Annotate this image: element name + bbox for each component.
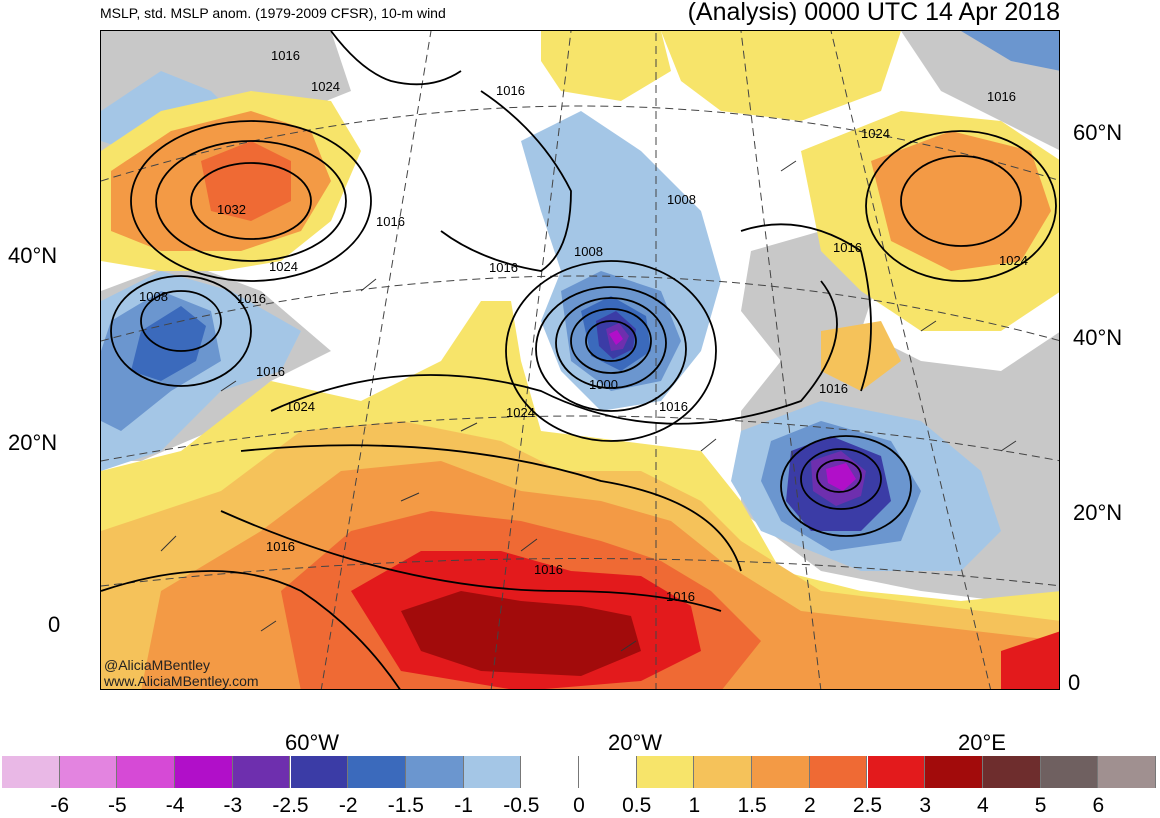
pressure-label: 1016: [496, 83, 525, 98]
credit-website: www.AliciaMBentley.com: [104, 673, 259, 689]
colorbar-swatch: [175, 756, 233, 788]
pressure-label: 1024: [861, 126, 890, 141]
wind-barbs: [160, 160, 1017, 652]
pressure-label: 1016: [819, 381, 848, 396]
colorbar-label: 1.5: [737, 794, 767, 817]
pressure-label: 1016: [987, 89, 1016, 104]
pressure-label: 1000: [589, 377, 618, 392]
colorbar-label: -3: [223, 794, 243, 817]
colorbar-swatch: [636, 756, 695, 788]
colorbar-swatch: [463, 756, 522, 788]
lat-label-left: 40°N: [8, 243, 58, 268]
pressure-label: 1016: [659, 399, 688, 414]
colorbar-swatch: [232, 756, 291, 788]
graticule: [101, 31, 1059, 689]
colorbar-label: 1: [688, 794, 701, 817]
colorbar-swatch: [694, 756, 753, 788]
map-panel: 1016 1024 1032 1008 1016 1024 1016 1016 …: [100, 30, 1060, 690]
pressure-label: 1024: [269, 259, 298, 274]
credit-handle: @AliciaMBentley: [104, 657, 211, 673]
colorbar-swatch: [1040, 756, 1099, 788]
colorbar-swatch: [290, 756, 349, 788]
lat-label-right: 60°N: [1073, 120, 1123, 145]
lon-label: 20°E: [958, 730, 1006, 755]
colorbar-swatch: [59, 756, 118, 788]
pressure-label: 1024: [999, 253, 1028, 268]
pressure-label: 1024: [506, 405, 535, 420]
colorbar-swatch: [982, 756, 1041, 788]
colorbar-label: 4: [977, 794, 989, 817]
pressure-label: 1016: [489, 260, 518, 275]
colorbar-swatch: [925, 756, 983, 788]
lat-label-left: 0: [48, 612, 61, 637]
colorbar-label: -2.5: [272, 794, 309, 817]
colorbar-label: -6: [50, 794, 70, 817]
colorbar-label: -0.5: [503, 794, 540, 817]
pressure-label: 1008: [574, 244, 603, 259]
colorbar-swatch: [809, 756, 868, 788]
colorbar-swatch: [117, 756, 176, 788]
colorbar-label: 5: [1034, 794, 1047, 817]
pressure-label: 1016: [833, 240, 862, 255]
pressure-label: 1016: [271, 48, 300, 63]
colorbar-label: 0: [573, 794, 585, 817]
lat-label-right: 40°N: [1073, 325, 1123, 350]
colorbar-label: 2: [803, 794, 816, 817]
pressure-label: 1016: [256, 364, 285, 379]
pressure-label: 1032: [217, 202, 246, 217]
pressure-label: 1024: [286, 399, 315, 414]
lat-label-right: 0: [1068, 670, 1081, 695]
colorbar-label: 3: [919, 794, 932, 817]
colorbar-swatch: [405, 756, 464, 788]
pressure-label: 1008: [139, 289, 168, 304]
colorbar-label: 2.5: [852, 794, 883, 817]
colorbar-label: -5: [108, 794, 127, 817]
colorbar-label: -2: [338, 794, 358, 817]
positive-anomalies: [101, 31, 1059, 689]
pressure-label: 1016: [666, 589, 695, 604]
colorbar-swatch: [867, 756, 926, 788]
negative-anomalies: [101, 31, 1059, 571]
colorbar-label: -1.5: [387, 794, 424, 817]
colorbar-swatch: [348, 756, 406, 788]
colorbar-swatch: [521, 756, 579, 788]
lon-label: 20°W: [608, 730, 663, 755]
colorbar-label: -1: [454, 794, 473, 817]
anomaly-map: 1016 1024 1032 1008 1016 1024 1016 1016 …: [101, 31, 1059, 689]
analysis-time-title: (Analysis) 0000 UTC 14 Apr 2018: [687, 0, 1060, 26]
colorbar: [2, 756, 1156, 788]
colorbar-label: -4: [165, 794, 185, 817]
pressure-label: 1016: [266, 539, 295, 554]
colorbar-label: 0.5: [622, 794, 652, 817]
colorbar-swatch: [579, 756, 637, 788]
colorbar-label: 6: [1092, 794, 1105, 817]
colorbar-swatch: [752, 756, 810, 788]
pressure-label: 1016: [534, 562, 563, 577]
isobars: [101, 31, 1057, 689]
pressure-labels: 1016 1024 1032 1008 1016 1024 1016 1016 …: [139, 48, 1028, 604]
map-title: MSLP, std. MSLP anom. (1979-2009 CFSR), …: [100, 5, 446, 21]
pressure-label: 1024: [311, 79, 340, 94]
lon-label: 60°W: [285, 730, 340, 755]
lat-label-right: 20°N: [1073, 500, 1123, 525]
pressure-label: 1016: [376, 214, 405, 229]
colorbar-swatch: [1098, 756, 1156, 788]
colorbar-swatch: [2, 756, 60, 788]
pressure-label: 1008: [667, 192, 696, 207]
pressure-label: 1016: [237, 291, 266, 306]
lat-label-left: 20°N: [8, 430, 58, 455]
